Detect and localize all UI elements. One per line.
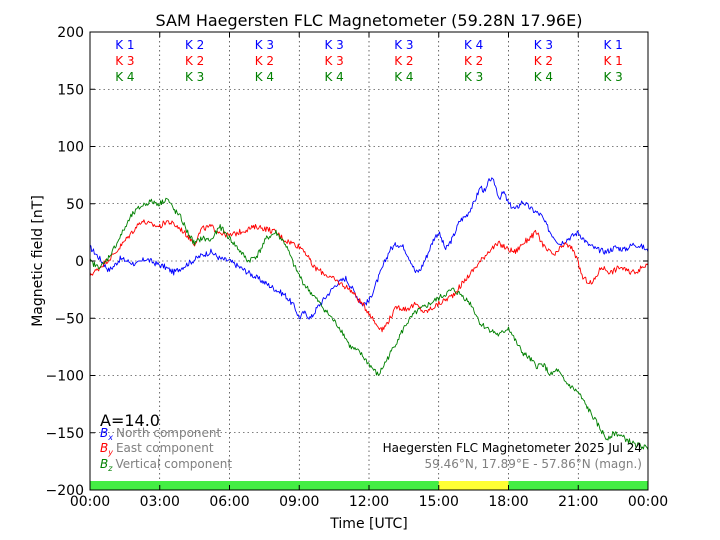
legend-symbol-east: B xyxy=(100,441,108,455)
grid-lines xyxy=(90,32,648,490)
series-line-vertical xyxy=(90,197,648,451)
y-tick-label: −150 xyxy=(46,426,84,442)
series-line-north xyxy=(90,177,648,320)
k-index-north: K 3 xyxy=(534,38,553,52)
k-index-north: K 3 xyxy=(394,38,413,52)
k-index-east: K 2 xyxy=(394,54,413,68)
k-index-north: K 4 xyxy=(464,38,483,52)
k-index-north: K 1 xyxy=(603,38,622,52)
x-tick-label: 18:00 xyxy=(488,494,528,510)
x-tick-label: 09:00 xyxy=(279,494,319,510)
activity-segment xyxy=(90,481,439,490)
legend-entry-north: Bx North component xyxy=(100,426,222,442)
legend-sub-vertical: z xyxy=(107,464,113,473)
legend-sub-north: x xyxy=(107,433,113,442)
legend-sub-east: y xyxy=(107,448,113,457)
activity-segment xyxy=(438,481,509,490)
x-tick-label: 03:00 xyxy=(140,494,180,510)
y-tick-label: 100 xyxy=(57,140,84,156)
k-index-north: K 3 xyxy=(324,38,343,52)
legend: Bx North component By East component Bz Ver… xyxy=(100,426,232,473)
series-lines xyxy=(90,177,648,451)
k-index-vertical: K 4 xyxy=(324,70,343,84)
k-index-vertical: K 3 xyxy=(464,70,483,84)
y-tick-label: 150 xyxy=(57,82,84,98)
legend-symbol-north: B xyxy=(100,426,108,440)
legend-entry-east: By East component xyxy=(100,441,214,457)
legend-label-vertical: Vertical component xyxy=(115,457,232,471)
k-index-east: K 1 xyxy=(603,54,622,68)
y-tick-label: −200 xyxy=(46,483,84,499)
y-axis-label: Magnetic field [nT] xyxy=(30,195,46,327)
k-index-east: K 3 xyxy=(324,54,343,68)
k-index-vertical: K 3 xyxy=(185,70,204,84)
y-tick-label: 200 xyxy=(57,25,84,41)
station-label: Haegersten FLC Magnetometer 2025 Jul 24 xyxy=(383,441,642,455)
k-index-east: K 2 xyxy=(185,54,204,68)
legend-symbol-vertical: B xyxy=(100,457,108,471)
k-index-vertical: K 4 xyxy=(255,70,274,84)
station-coordinates: 59.46°N, 17.89°E - 57.86°N (magn.) xyxy=(425,457,642,471)
k-index-east: K 3 xyxy=(115,54,134,68)
legend-label-east: East component xyxy=(116,441,214,455)
y-tick-label: 50 xyxy=(66,197,84,213)
y-tick-label: −100 xyxy=(46,369,84,385)
k-index-labels: K 1 K 3 K 4 K 2 K 2 K 3 K 3 K 2 K 4 K 3 K 3 K 4 K 3 K… xyxy=(115,38,623,84)
activity-index-label: A=14.0 xyxy=(100,411,160,430)
x-tick-label: 21:00 xyxy=(558,494,598,510)
x-tick-label: 12:00 xyxy=(349,494,389,510)
chart-title: SAM Haegersten FLC Magnetometer (59.28N … xyxy=(156,11,583,30)
k-index-east: K 2 xyxy=(534,54,553,68)
k-index-vertical: K 4 xyxy=(394,70,413,84)
y-tick-label: 0 xyxy=(75,254,84,270)
k-index-vertical: K 4 xyxy=(534,70,553,84)
x-axis-label: Time [UTC] xyxy=(329,516,407,532)
k-index-east: K 2 xyxy=(464,54,483,68)
axis-ticks: 00:00 03:00 06:00 09:00 12:00 15:00 18:00 21:00… xyxy=(46,25,669,510)
x-tick-label: 00:00 xyxy=(628,494,668,510)
k-index-vertical: K 4 xyxy=(115,70,134,84)
k-index-north: K 3 xyxy=(255,38,274,52)
y-tick-label: −50 xyxy=(54,311,84,327)
x-tick-label: 06:00 xyxy=(209,494,249,510)
legend-entry-vertical: Bz Vertical component xyxy=(100,457,232,473)
legend-label-north: North component xyxy=(116,426,222,440)
k-index-east: K 2 xyxy=(255,54,274,68)
k-index-north: K 1 xyxy=(115,38,134,52)
k-index-north: K 2 xyxy=(185,38,204,52)
series-line-east xyxy=(90,219,648,333)
x-tick-label: 00:00 xyxy=(70,494,110,510)
x-tick-label: 15:00 xyxy=(419,494,459,510)
k-index-vertical: K 3 xyxy=(603,70,622,84)
